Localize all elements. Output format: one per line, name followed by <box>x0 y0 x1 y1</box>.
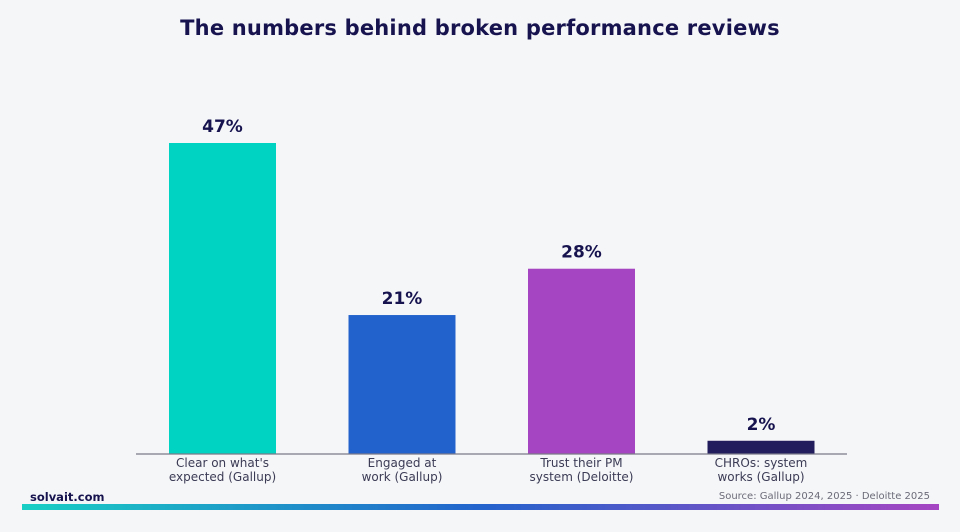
value-label-1: 21% <box>382 289 423 309</box>
value-label-0: 47% <box>202 117 243 137</box>
category-label-1-line-0: Engaged at <box>368 456 437 470</box>
value-label-3: 2% <box>747 415 776 435</box>
chart-title: The numbers behind broken performance re… <box>180 16 780 40</box>
category-label-2-line-1: system (Deloitte) <box>530 470 634 484</box>
brand-text: solvait.com <box>30 490 105 504</box>
bar-2 <box>528 268 635 454</box>
category-label-1-line-1: work (Gallup) <box>362 470 443 484</box>
category-label-2-line-0: Trust their PM <box>539 456 622 470</box>
bar-3 <box>707 440 815 454</box>
bar-0 <box>169 143 276 454</box>
value-label-2: 28% <box>561 243 602 263</box>
category-label-3-line-0: CHROs: system <box>715 456 808 470</box>
category-label-0-line-1: expected (Gallup) <box>169 470 276 484</box>
source-note: Source: Gallup 2024, 2025 · Deloitte 202… <box>718 491 930 502</box>
gradient-footer-bar <box>22 504 939 510</box>
category-label-0-line-0: Clear on what's <box>176 456 269 470</box>
category-label-3-line-1: works (Gallup) <box>717 470 804 484</box>
bar-1 <box>348 315 456 454</box>
